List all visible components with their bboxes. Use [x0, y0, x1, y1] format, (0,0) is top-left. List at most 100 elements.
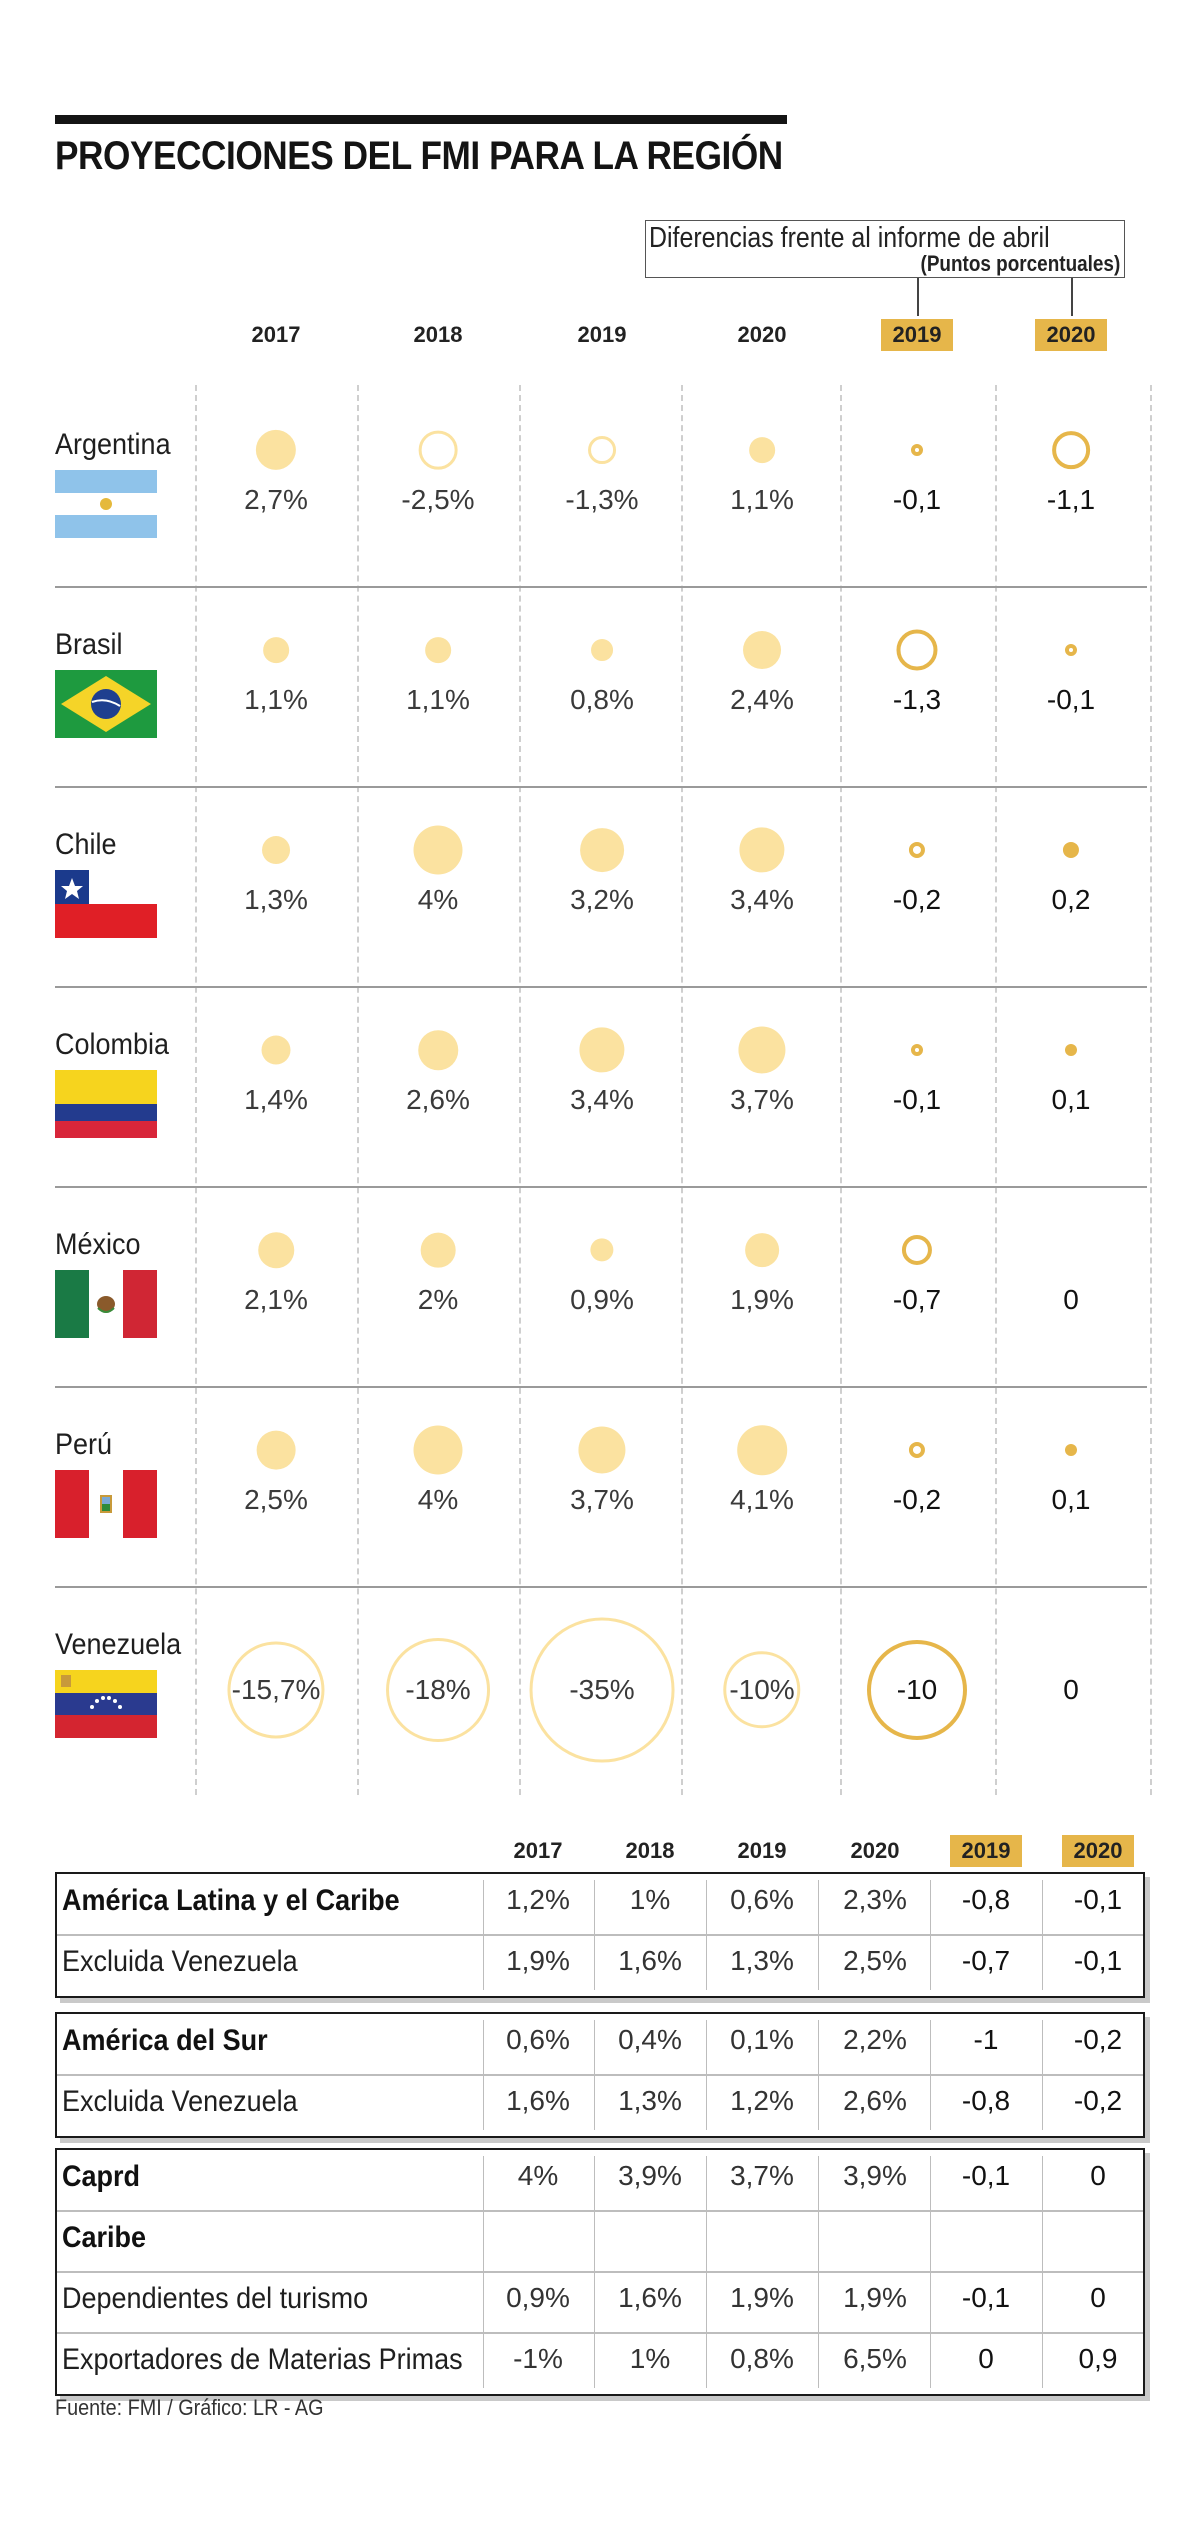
growth-value: 3,7% [570, 1484, 634, 1515]
diff-bubble [896, 629, 938, 671]
row-separator [55, 1186, 1147, 1188]
title-rule [55, 115, 787, 124]
table-header-2019: 2019 [737, 1838, 787, 1863]
venezuela-flag [55, 1670, 157, 1738]
diff-value: -0,1 [1046, 684, 1096, 715]
year-header-2020: 2020 [737, 322, 787, 347]
country-name: Colombia [55, 1028, 170, 1061]
diff-bubble [908, 1441, 926, 1459]
country-name: Argentina [55, 428, 171, 461]
table-cell: 0,9 [1078, 2343, 1118, 2374]
diff-bubble [1062, 841, 1080, 859]
diff-bubble [1065, 644, 1077, 656]
growth-value: 4% [417, 1484, 459, 1515]
row-divider [57, 2210, 1143, 2212]
table-header-2018: 2018 [625, 1838, 675, 1863]
growth-bubble [591, 639, 613, 661]
growth-bubble [418, 1030, 458, 1070]
growth-value: 3,4% [570, 1084, 634, 1115]
column-guide [195, 385, 197, 1795]
diff-value: 0,2 [1051, 884, 1091, 915]
diff-value: 0,1 [1051, 1484, 1091, 1515]
table-diff-header-2020: 2020 [1062, 1835, 1134, 1867]
column-guide [357, 385, 359, 1795]
diff-value: -0,1 [892, 1084, 942, 1115]
growth-bubble [425, 637, 451, 663]
column-guide [1150, 385, 1152, 1795]
table-cell: -0,1 [1073, 1884, 1123, 1915]
table-diff-header-2019: 2019 [950, 1835, 1022, 1867]
growth-value: 0,8% [570, 684, 634, 715]
table-cell: 1,9% [730, 2282, 794, 2313]
table-cell: -1% [513, 2343, 563, 2374]
table-cell: 1,9% [506, 1945, 570, 1976]
growth-value: 0,9% [570, 1284, 634, 1315]
diff-legend-box [645, 220, 1125, 278]
growth-value: 3,4% [730, 884, 794, 915]
growth-value: 1,3% [244, 884, 308, 915]
peru-flag [55, 1470, 157, 1538]
table-cell: 1% [629, 2343, 671, 2374]
country-name: Brasil [55, 628, 123, 661]
year-header-2018: 2018 [413, 322, 463, 347]
table-row-label: Excluida Venezuela [62, 1945, 298, 1978]
brazil-flag [55, 670, 157, 738]
growth-value: 2,4% [730, 684, 794, 715]
growth-value: 4% [417, 884, 459, 915]
mexico-flag [55, 1270, 157, 1338]
table-cell: 0 [1090, 2160, 1106, 2191]
diff-bubble [908, 841, 926, 859]
growth-bubble [258, 1232, 294, 1268]
diff-value: -0,2 [892, 1484, 942, 1515]
table-cell: 1% [629, 1884, 671, 1915]
diff-value: -10 [896, 1674, 938, 1705]
country-name: Chile [55, 828, 117, 861]
row-separator [55, 586, 1147, 588]
table-cell: -0,7 [961, 1945, 1011, 1976]
growth-value: -15,7% [231, 1674, 321, 1705]
diff-leader-2019 [917, 278, 919, 316]
growth-value: -35% [569, 1674, 635, 1705]
growth-bubble [255, 429, 297, 471]
diff-bubble [1065, 1444, 1077, 1456]
table-cell: -0,2 [1073, 2085, 1123, 2116]
growth-bubble [256, 1430, 296, 1470]
row-divider [57, 2332, 1143, 2334]
table-cell: -0,1 [961, 2282, 1011, 2313]
table-row-label: América Latina y el Caribe [62, 1884, 400, 1917]
table-cell: -0,2 [1073, 2024, 1123, 2055]
table-cell: 0,1% [730, 2024, 794, 2055]
table-row-label: Excluida Venezuela [62, 2085, 298, 2118]
diff-value: -0,1 [892, 484, 942, 515]
growth-bubble [227, 1641, 325, 1739]
country-name: Perú [55, 1428, 113, 1461]
growth-value: -10% [729, 1674, 795, 1705]
growth-bubble [578, 1426, 626, 1474]
growth-bubble [413, 1425, 463, 1475]
table-cell: 1,6% [618, 1945, 682, 1976]
diff-bubble [911, 444, 923, 456]
growth-value: -1,3% [565, 484, 639, 515]
growth-bubble [723, 1651, 801, 1729]
row-separator [55, 1586, 1147, 1588]
year-header-2017: 2017 [251, 322, 301, 347]
table-cell: 6,5% [843, 2343, 907, 2374]
table-cell: 0,4% [618, 2024, 682, 2055]
diff-bubble [1065, 1044, 1077, 1056]
row-separator [55, 1386, 1147, 1388]
growth-value: 2,1% [244, 1284, 308, 1315]
growth-bubble [418, 430, 458, 470]
growth-bubble [386, 1638, 490, 1742]
growth-value: 1,9% [730, 1284, 794, 1315]
diff-bubble [867, 1640, 967, 1740]
growth-bubble [579, 1027, 625, 1073]
column-guide [840, 385, 842, 1795]
diff-year-header-2020: 2020 [1035, 319, 1107, 351]
row-separator [55, 986, 1147, 988]
diff-legend-subtitle: (Puntos porcentuales) [920, 251, 1120, 276]
row-divider [57, 2271, 1143, 2273]
table-header-2020: 2020 [850, 1838, 900, 1863]
diff-bubble [901, 1234, 933, 1266]
diff-value: -1,1 [1046, 484, 1096, 515]
growth-value: 2,5% [244, 1484, 308, 1515]
